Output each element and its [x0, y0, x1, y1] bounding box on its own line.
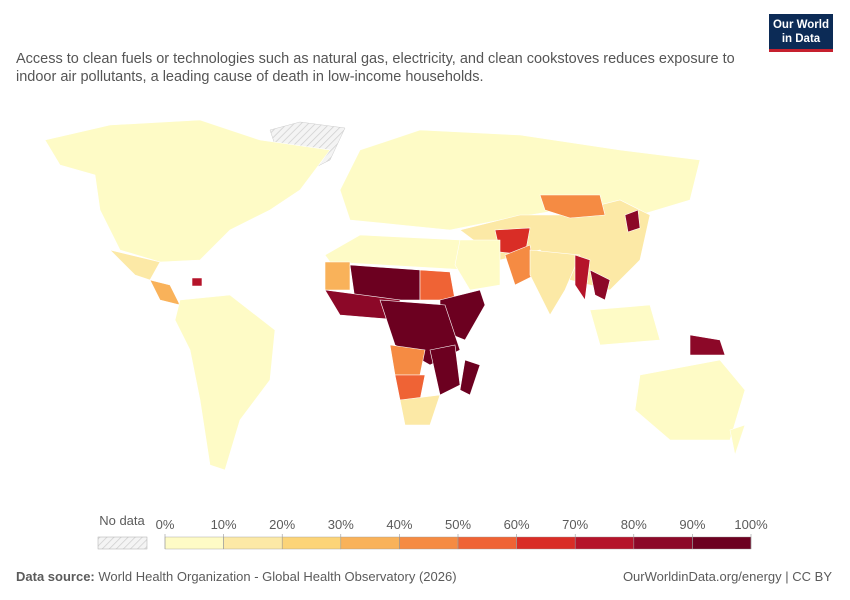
- legend-tick-label: 40%: [386, 517, 412, 532]
- region: [624, 209, 641, 233]
- legend-tick-label: 0%: [156, 517, 175, 532]
- region: [394, 374, 426, 401]
- footer-right: OurWorldinData.org/energy | CC BY: [622, 569, 832, 584]
- legend-tick-label: 60%: [504, 517, 530, 532]
- region: [399, 394, 441, 426]
- region: [459, 359, 481, 396]
- source: Data source: World Health Organization -…: [16, 569, 457, 584]
- logo: Our World in Data: [769, 14, 833, 52]
- legend-swatch: [399, 536, 459, 550]
- legend-tick-label: 100%: [734, 517, 768, 532]
- region: [419, 269, 456, 301]
- logo-line: in Data: [781, 33, 821, 45]
- legend-swatch: [575, 536, 635, 550]
- legend-swatch: [282, 536, 342, 550]
- legend-swatch: [692, 536, 752, 550]
- region: [454, 239, 501, 291]
- subtitle: Access to clean fuels or technologies su…: [16, 51, 735, 85]
- region: [729, 424, 746, 457]
- no-data-label: No data: [99, 513, 145, 528]
- no-data-swatch: [97, 536, 148, 550]
- region: [539, 194, 606, 219]
- source-label: Data source:: [16, 569, 95, 584]
- legend-tick-label: 70%: [562, 517, 588, 532]
- logo-line: Our World: [772, 19, 829, 31]
- region: [589, 304, 661, 346]
- legend-tick-label: 10%: [211, 517, 237, 532]
- legend-swatch: [223, 536, 283, 550]
- legend-swatch: [164, 536, 224, 550]
- legend-swatch: [340, 536, 400, 550]
- region: [324, 261, 351, 291]
- region: [589, 269, 611, 301]
- legend-tick-label: 30%: [328, 517, 354, 532]
- region: [689, 334, 726, 356]
- source-text: World Health Organization - Global Healt…: [98, 569, 457, 584]
- region: [174, 294, 276, 471]
- legend-tick-label: 50%: [445, 517, 471, 532]
- region: [574, 254, 591, 301]
- region: [149, 279, 181, 306]
- legend-swatch: [633, 536, 693, 550]
- region: [529, 249, 581, 316]
- legend-swatch: [516, 536, 576, 550]
- legend-swatch: [457, 536, 517, 550]
- legend-tick-label: 20%: [269, 517, 295, 532]
- region: [44, 119, 331, 263]
- legend-tick-label: 90%: [679, 517, 705, 532]
- region: [389, 344, 426, 376]
- region: [634, 359, 746, 441]
- region: [429, 344, 461, 396]
- legend-tick-label: 80%: [621, 517, 647, 532]
- region: [191, 277, 203, 287]
